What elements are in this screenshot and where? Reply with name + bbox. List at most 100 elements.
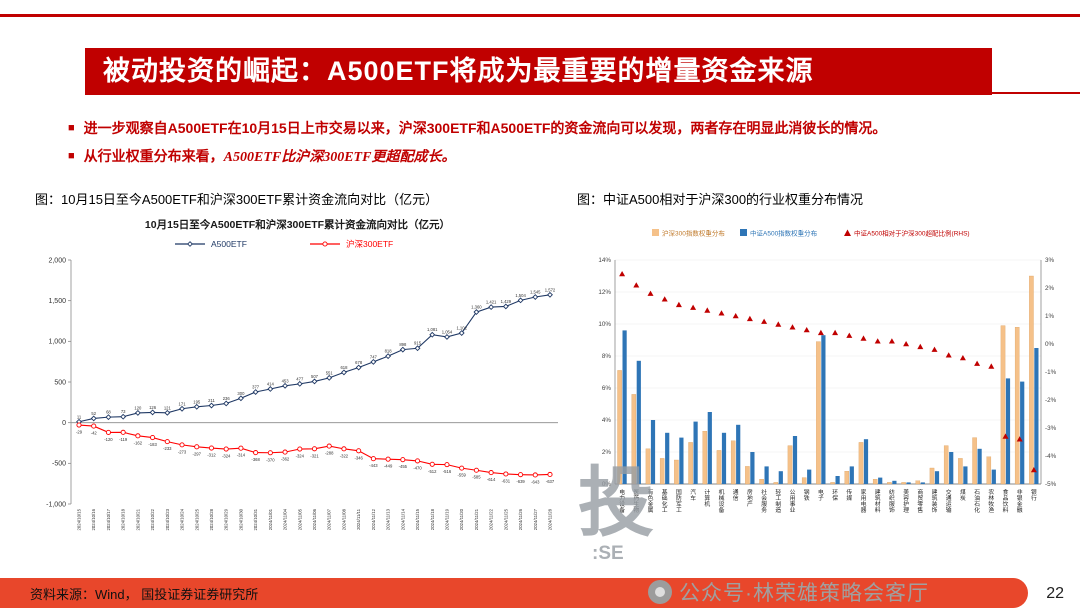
svg-text:2024/10/15: 2024/10/15 (77, 508, 82, 530)
svg-text:-42: -42 (91, 431, 98, 436)
svg-text:-321: -321 (310, 453, 319, 458)
svg-text:国防军工: 国防军工 (676, 489, 682, 514)
svg-text:-120: -120 (104, 437, 113, 442)
svg-text:-559: -559 (457, 473, 466, 478)
svg-text:2024/10/18: 2024/10/18 (121, 508, 126, 530)
svg-text:1,360: 1,360 (471, 305, 482, 310)
svg-text:12%: 12% (598, 289, 611, 296)
svg-text:2024/10/24: 2024/10/24 (180, 508, 185, 530)
svg-text:-643: -643 (531, 479, 540, 484)
svg-text:中证A500相对于沪深300超配比例(RHS): 中证A500相对于沪深300超配比例(RHS) (854, 229, 970, 238)
svg-text:-639: -639 (516, 479, 525, 484)
svg-text:煤炭: 煤炭 (960, 488, 966, 502)
svg-text:非银金融: 非银金融 (1017, 488, 1023, 514)
caption-flow-chart: 图：10月15日至今A500ETF和沪深300ETF累计资金流向对比（亿元） (35, 192, 439, 207)
svg-text:基础化工: 基础化工 (662, 488, 668, 514)
svg-text:-322: -322 (340, 453, 349, 458)
watermark-text: 公众号·林荣雄策略会客厅 (679, 582, 929, 605)
svg-text:-631: -631 (502, 478, 511, 483)
svg-text:618: 618 (340, 365, 348, 370)
svg-text:14%: 14% (598, 257, 611, 264)
footer-bar: 资料来源：Wind， 国投证券证券研究所 (0, 578, 1028, 608)
svg-text:2024/11/28: 2024/11/28 (548, 508, 553, 530)
svg-text:银行: 银行 (1031, 488, 1037, 502)
svg-text:食品饮料: 食品饮料 (1003, 488, 1009, 514)
svg-text:3%: 3% (1045, 257, 1055, 264)
svg-text:2024/11/21: 2024/11/21 (474, 508, 479, 530)
svg-text:-362: -362 (281, 457, 290, 462)
svg-text:500: 500 (54, 379, 66, 386)
svg-text:沪深300ETF: 沪深300ETF (346, 239, 393, 249)
svg-text:A500ETF: A500ETF (211, 239, 247, 249)
camera-icon (648, 580, 672, 604)
svg-text:211: 211 (208, 398, 215, 403)
svg-text:1,572: 1,572 (545, 287, 556, 292)
svg-text:236: 236 (223, 396, 231, 401)
svg-text:2024/11/20: 2024/11/20 (459, 508, 464, 530)
svg-text:2024/11/12: 2024/11/12 (371, 508, 376, 530)
watermark-badge: 公众号·林荣雄策略会客厅 (648, 577, 929, 607)
svg-text:1,504: 1,504 (515, 293, 526, 298)
svg-text:1,054: 1,054 (442, 329, 453, 334)
svg-text:2024/10/30: 2024/10/30 (238, 508, 243, 530)
svg-text:2024/10/25: 2024/10/25 (194, 508, 199, 530)
svg-text:915: 915 (414, 341, 422, 346)
svg-text:1,429: 1,429 (501, 299, 512, 304)
svg-text:-324: -324 (296, 454, 305, 459)
bullet-marker-icon: ■ (68, 150, 75, 162)
svg-text:2024/11/19: 2024/11/19 (444, 508, 449, 530)
svg-text:-2%: -2% (1045, 397, 1057, 404)
svg-text:73: 73 (121, 409, 126, 414)
source-note: 资料来源：Wind， 国投证券证券研究所 (30, 586, 259, 602)
svg-text:沪深300指数权重分布: 沪深300指数权重分布 (662, 229, 725, 238)
svg-text:678: 678 (355, 360, 363, 365)
svg-text:2024/11/01: 2024/11/01 (268, 508, 273, 530)
page-number: 22 (1046, 585, 1064, 602)
svg-text:126: 126 (149, 405, 157, 410)
caption-weight-chart: 图：中证A500相对于沪深300的行业权重分布情况 (577, 192, 864, 207)
svg-text:-3%: -3% (1045, 425, 1057, 432)
svg-text:-162: -162 (134, 440, 143, 445)
svg-text:-585: -585 (472, 475, 481, 480)
svg-text:2024/11/22: 2024/11/22 (489, 508, 494, 530)
svg-text:1,421: 1,421 (486, 300, 497, 305)
broker-logo-watermark: 投 :SE (578, 461, 654, 564)
svg-text:1,102: 1,102 (456, 326, 467, 331)
svg-text:-233: -233 (163, 446, 172, 451)
svg-text:2024/11/15: 2024/11/15 (415, 508, 420, 530)
svg-text:2024/11/08: 2024/11/08 (341, 508, 346, 530)
svg-text:10%: 10% (598, 321, 611, 328)
etf-flow-line-chart: 10月15日至今A500ETF和沪深300ETF累计资金流向对比（亿元） A500… (25, 214, 570, 562)
svg-text:2024/10/16: 2024/10/16 (91, 508, 96, 530)
svg-text:-614: -614 (487, 477, 496, 482)
summary-bullets: ■ 进一步观察自A500ETF在10月15日上市交易以来，沪深300ETF和A5… (68, 119, 1028, 176)
svg-text:环保: 环保 (832, 489, 838, 502)
svg-text:-314: -314 (237, 453, 246, 458)
svg-text:10月15日至今A500ETF和沪深300ETF累计资金流向: 10月15日至今A500ETF和沪深300ETF累计资金流向对比（亿元） (145, 218, 450, 231)
svg-text:电子: 电子 (818, 488, 824, 502)
svg-text:计算机: 计算机 (704, 488, 710, 508)
svg-text:汽车: 汽车 (690, 488, 696, 502)
svg-text:377: 377 (252, 385, 260, 390)
svg-text:2024/10/17: 2024/10/17 (106, 508, 111, 530)
svg-text:-273: -273 (178, 449, 187, 454)
svg-text:美容护理: 美容护理 (903, 488, 909, 514)
svg-text:898: 898 (399, 342, 407, 347)
svg-text:6%: 6% (602, 385, 612, 392)
svg-text:477: 477 (296, 376, 304, 381)
svg-text:2024/11/11: 2024/11/11 (356, 508, 361, 529)
svg-text:300: 300 (237, 391, 245, 396)
svg-text:2%: 2% (1045, 285, 1055, 292)
svg-text:2024/11/14: 2024/11/14 (400, 508, 405, 530)
svg-text:818: 818 (385, 349, 393, 354)
svg-text:农林牧渔: 农林牧渔 (988, 488, 994, 514)
logo-character: 投 (578, 461, 654, 546)
svg-text:交通运输: 交通运输 (946, 488, 952, 514)
svg-text:建筑材料: 建筑材料 (875, 488, 881, 514)
svg-text:2024/11/27: 2024/11/27 (533, 508, 538, 530)
svg-text:2024/11/13: 2024/11/13 (386, 508, 391, 530)
bullet-1: ■ 进一步观察自A500ETF在10月15日上市交易以来，沪深300ETF和A5… (68, 119, 1028, 138)
svg-text:有色金属: 有色金属 (648, 488, 654, 514)
svg-text:11: 11 (77, 414, 82, 419)
svg-text:52: 52 (91, 411, 96, 416)
